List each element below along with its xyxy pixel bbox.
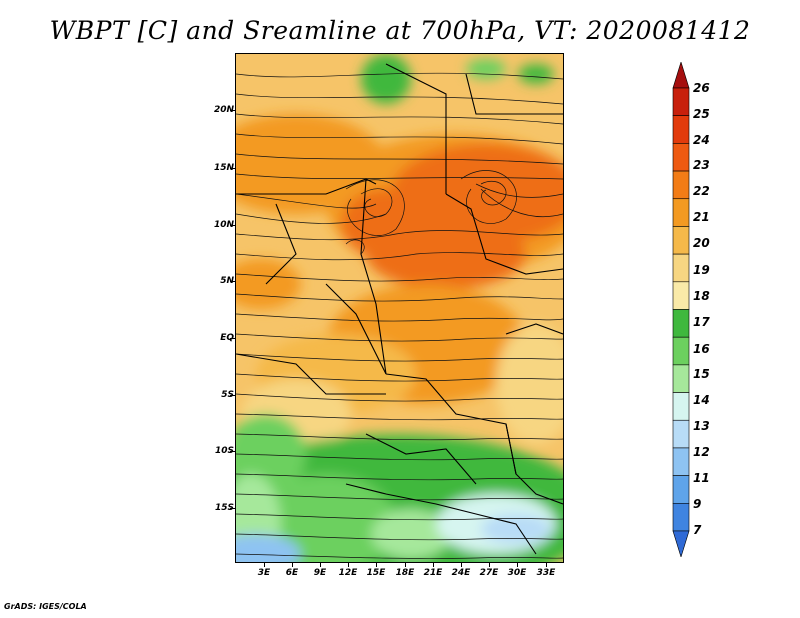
colorbar-cell [672,87,690,116]
country-borders [236,63,563,555]
lon-label-33e: 33E [536,568,556,578]
lon-tick [461,562,462,567]
lon-label-6e: 6E [285,568,299,578]
colorbar-label-18: 18 [693,289,710,303]
colorbar-label-11: 11 [693,471,710,485]
colorbar-cell [672,170,690,200]
lon-tick [264,562,265,567]
colorbar [672,62,690,557]
lon-label-9e: 9E [313,568,327,578]
lon-label-27e: 27E [479,568,499,578]
colorbar-cell [672,143,690,172]
colorbar-cell [672,392,690,421]
map-svg [236,54,563,562]
lon-tick [348,562,349,567]
lat-tick [230,225,235,226]
lat-label-15s: 15S [214,503,234,513]
lon-tick [517,562,518,567]
colorbar-label-22: 22 [693,184,710,198]
lon-tick [489,562,490,567]
colorbar-cell [672,419,690,449]
lon-tick [546,562,547,567]
colorbar-label-17: 17 [693,315,710,329]
colorbar-label-15: 15 [693,367,710,381]
colorbar-cell [672,226,690,255]
colorbar-cells [672,62,690,557]
colorbar-label-19: 19 [693,263,710,277]
lon-label-12e: 12E [338,568,358,578]
lat-label-15n: 15N [213,163,234,173]
colorbar-cell [672,253,690,283]
lat-tick [230,338,235,339]
colorbar-cell [672,62,690,89]
lat-label-5s: 5S [221,390,234,400]
lon-label-24e: 24E [451,568,471,578]
colorbar-label-14: 14 [693,393,710,407]
colorbar-cell [672,475,690,504]
lon-label-21e: 21E [423,568,443,578]
lon-tick [405,562,406,567]
colorbar-cell [672,530,690,557]
lon-tick [433,562,434,567]
map-panel [235,53,564,563]
lat-label-eq: EQ [220,333,234,343]
grads-credit: GrADS: IGES/COLA [4,602,87,611]
colorbar-label-13: 13 [693,419,710,433]
lon-label-3e: 3E [257,568,271,578]
wbpt-field [236,54,563,562]
colorbar-label-26: 26 [693,81,710,95]
colorbar-cell [672,336,690,366]
lon-label-18e: 18E [395,568,415,578]
lon-label-15e: 15E [366,568,386,578]
colorbar-cell [672,503,690,532]
colorbar-label-16: 16 [693,342,710,356]
colorbar-cell [672,447,690,476]
lat-label-20n: 20N [213,105,234,115]
lon-tick [292,562,293,567]
lat-tick [230,281,235,282]
colorbar-label-20: 20 [693,236,710,250]
colorbar-cell [672,198,690,227]
lat-tick [230,168,235,169]
lat-label-10n: 10N [213,220,234,230]
colorbar-label-12: 12 [693,445,710,459]
lat-tick [230,451,235,452]
lon-tick [320,562,321,567]
lon-label-30e: 30E [507,568,527,578]
colorbar-label-24: 24 [693,133,710,147]
colorbar-label-25: 25 [693,107,710,121]
colorbar-cell [672,281,690,310]
colorbar-cell [672,309,690,338]
chart-title: WBPT [C] and Sreamline at 700hPa, VT: 20… [49,16,751,45]
lat-tick [230,395,235,396]
lat-label-5n: 5N [220,276,234,286]
streamlines [236,72,563,559]
lat-label-10s: 10S [214,446,234,456]
colorbar-label-21: 21 [693,210,710,224]
colorbar-label-7: 7 [693,523,702,537]
lon-tick [376,562,377,567]
lat-tick [230,508,235,509]
lat-tick [230,110,235,111]
colorbar-cell [672,115,690,144]
colorbar-label-9: 9 [693,497,702,511]
colorbar-cell [672,364,690,393]
colorbar-label-23: 23 [693,158,710,172]
